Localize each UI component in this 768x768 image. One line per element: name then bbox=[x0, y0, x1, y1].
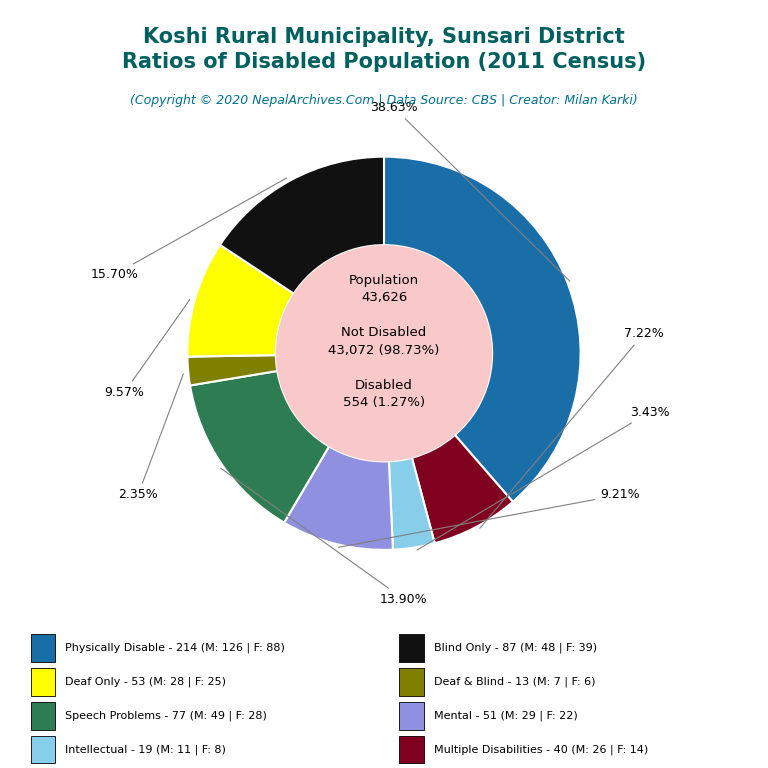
Bar bbox=[399, 702, 424, 730]
Bar bbox=[31, 668, 55, 696]
Wedge shape bbox=[220, 157, 384, 293]
Text: (Copyright © 2020 NepalArchives.Com | Data Source: CBS | Creator: Milan Karki): (Copyright © 2020 NepalArchives.Com | Da… bbox=[130, 94, 638, 107]
Text: Multiple Disabilities - 40 (M: 26 | F: 14): Multiple Disabilities - 40 (M: 26 | F: 1… bbox=[434, 744, 648, 755]
Text: Blind Only - 87 (M: 48 | F: 39): Blind Only - 87 (M: 48 | F: 39) bbox=[434, 643, 597, 654]
Wedge shape bbox=[412, 435, 513, 543]
Wedge shape bbox=[187, 245, 294, 356]
Wedge shape bbox=[384, 157, 581, 502]
Bar bbox=[399, 736, 424, 763]
Text: Physically Disable - 214 (M: 126 | F: 88): Physically Disable - 214 (M: 126 | F: 88… bbox=[65, 643, 285, 654]
Bar bbox=[399, 634, 424, 662]
Text: Koshi Rural Municipality, Sunsari District
Ratios of Disabled Population (2011 C: Koshi Rural Municipality, Sunsari Distri… bbox=[122, 27, 646, 71]
Text: Deaf Only - 53 (M: 28 | F: 25): Deaf Only - 53 (M: 28 | F: 25) bbox=[65, 677, 227, 687]
Text: 7.22%: 7.22% bbox=[480, 327, 664, 528]
Wedge shape bbox=[187, 355, 277, 386]
Bar bbox=[399, 668, 424, 696]
Text: 2.35%: 2.35% bbox=[118, 374, 184, 502]
Wedge shape bbox=[190, 371, 329, 522]
Text: Intellectual - 19 (M: 11 | F: 8): Intellectual - 19 (M: 11 | F: 8) bbox=[65, 744, 226, 755]
Text: 13.90%: 13.90% bbox=[221, 468, 428, 605]
Bar bbox=[31, 634, 55, 662]
Text: Mental - 51 (M: 29 | F: 22): Mental - 51 (M: 29 | F: 22) bbox=[434, 710, 578, 721]
Bar bbox=[31, 702, 55, 730]
Wedge shape bbox=[389, 458, 435, 550]
Text: Speech Problems - 77 (M: 49 | F: 28): Speech Problems - 77 (M: 49 | F: 28) bbox=[65, 710, 267, 721]
Text: 9.57%: 9.57% bbox=[104, 300, 190, 399]
Text: 38.63%: 38.63% bbox=[370, 101, 570, 281]
Wedge shape bbox=[284, 446, 393, 550]
Text: Population
43,626

Not Disabled
43,072 (98.73%)

Disabled
554 (1.27%): Population 43,626 Not Disabled 43,072 (9… bbox=[328, 273, 440, 409]
Circle shape bbox=[276, 245, 492, 462]
Bar bbox=[31, 736, 55, 763]
Text: 9.21%: 9.21% bbox=[339, 488, 640, 548]
Text: 3.43%: 3.43% bbox=[417, 406, 670, 550]
Text: 15.70%: 15.70% bbox=[91, 178, 286, 281]
Text: Deaf & Blind - 13 (M: 7 | F: 6): Deaf & Blind - 13 (M: 7 | F: 6) bbox=[434, 677, 595, 687]
